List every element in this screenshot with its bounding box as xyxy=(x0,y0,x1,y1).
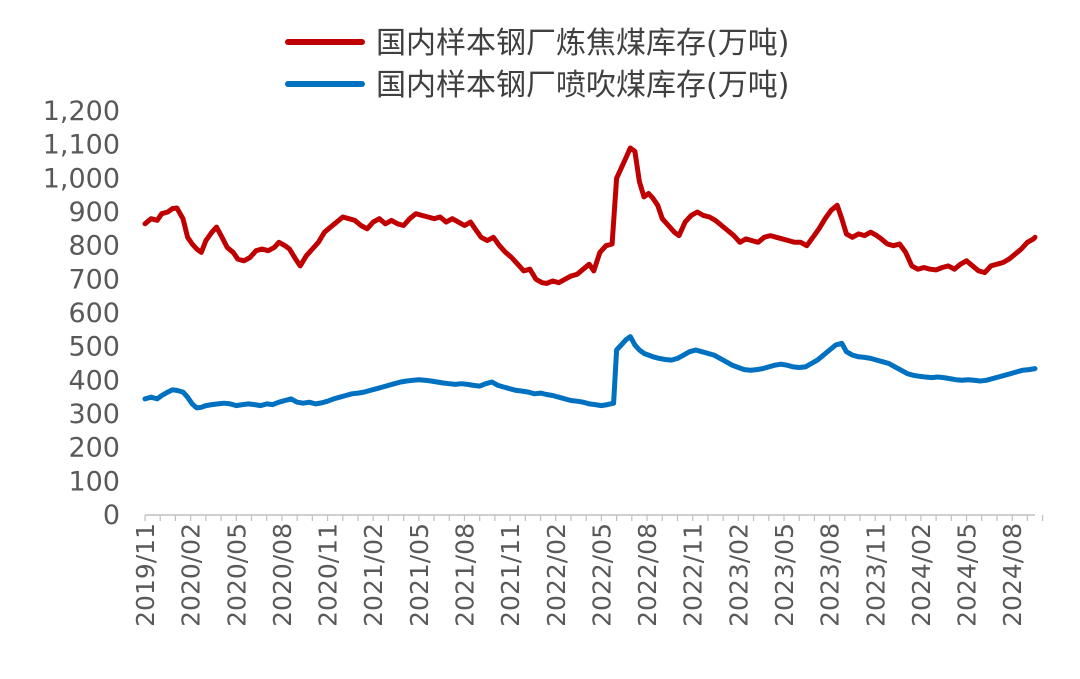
y-tick-label: 800 xyxy=(68,231,120,262)
x-tick-label: 2020/02 xyxy=(177,523,206,627)
y-tick-label: 1,000 xyxy=(43,163,120,194)
x-tick-label: 2023/02 xyxy=(724,523,753,627)
x-tick-label: 2024/08 xyxy=(998,523,1027,627)
x-tick-label: 2020/05 xyxy=(222,523,251,627)
x-tick-label: 2022/08 xyxy=(633,523,662,627)
y-tick-label: 500 xyxy=(68,332,120,363)
x-tick-label: 2024/02 xyxy=(907,523,936,627)
y-tick-label: 900 xyxy=(68,197,120,228)
x-axis: 2019/11 2020/02 2020/05 2020/08 2020/11 2021/… xyxy=(131,514,1044,627)
y-tick-label: 100 xyxy=(68,466,120,497)
x-tick-label: 2021/05 xyxy=(405,523,434,627)
series-line-2 xyxy=(142,334,1038,411)
x-tick-label: 2023/05 xyxy=(770,523,799,627)
y-tick-label: 700 xyxy=(68,264,120,295)
legend-label-1: 国内样本钢厂炼焦煤库存(万吨) xyxy=(376,26,789,61)
x-tick-label: 2021/11 xyxy=(496,523,525,627)
y-tick-label: 200 xyxy=(68,433,120,464)
x-tick-label: 2023/11 xyxy=(861,523,890,627)
x-tick-label: 2020/11 xyxy=(314,523,343,627)
x-tick-label: 2022/11 xyxy=(679,523,708,627)
x-tick-label: 2021/08 xyxy=(450,523,479,627)
x-tick-label: 2020/08 xyxy=(268,523,297,627)
x-tick-label: 2021/02 xyxy=(359,523,388,627)
y-tick-label: 600 xyxy=(68,298,120,329)
y-axis: 01002003004005006007008009001,0001,1001,… xyxy=(43,96,120,531)
x-tick-label: 2022/02 xyxy=(542,523,571,627)
x-tick-label: 2019/11 xyxy=(131,523,160,627)
x-tick-label: 2022/05 xyxy=(587,523,616,627)
series-layer xyxy=(142,145,1038,411)
x-tick-label: 2024/05 xyxy=(953,523,982,627)
y-tick-label: 0 xyxy=(103,500,120,531)
y-tick-label: 400 xyxy=(68,365,120,396)
legend: 国内样本钢厂炼焦煤库存(万吨) 国内样本钢厂喷吹煤库存(万吨) xyxy=(285,26,789,103)
series-line-1 xyxy=(142,145,1038,286)
x-tick-label: 2023/08 xyxy=(816,523,845,627)
y-tick-label: 1,100 xyxy=(43,130,120,161)
legend-label-2: 国内样本钢厂喷吹煤库存(万吨) xyxy=(376,68,789,103)
y-tick-label: 300 xyxy=(68,399,120,430)
y-tick-label: 1,200 xyxy=(43,96,120,127)
